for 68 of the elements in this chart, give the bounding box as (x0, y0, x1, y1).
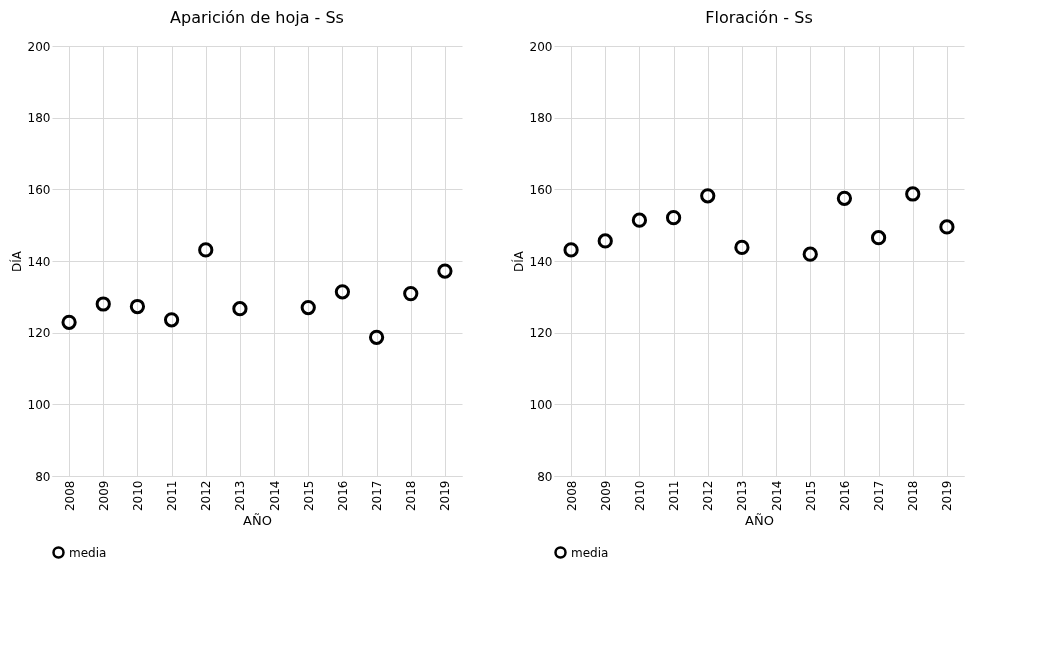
y-tick-label: 120 (27, 326, 51, 341)
point (802, 246, 818, 262)
x-tick-label: 2013 (233, 480, 248, 512)
point (905, 186, 921, 202)
point (597, 233, 613, 249)
y-tick-label: 160 (27, 182, 51, 197)
y-tick-label: 180 (27, 111, 51, 126)
point (368, 329, 385, 345)
x-tick-label: 2013 (735, 480, 750, 512)
x-tick-label: 2015 (301, 480, 316, 512)
x-axis-title: AÑO (745, 513, 774, 529)
x-axis-title: AÑO (243, 513, 272, 529)
x-tick-label: 2017 (370, 480, 385, 512)
x-tick-label: 2011 (667, 480, 682, 512)
x-tick-label: 2019 (940, 480, 955, 512)
point (631, 212, 648, 228)
x-tick-label: 2014 (267, 480, 282, 512)
x-tick-label: 2018 (906, 480, 921, 512)
chart-title: Aparición de hoja - Ss (170, 8, 344, 27)
x-tick-label: 2010 (632, 480, 647, 512)
y-tick-label: 120 (529, 326, 553, 341)
point (700, 188, 716, 204)
x-tick-label: 2012 (701, 480, 716, 512)
x-tick-label: 2018 (404, 480, 419, 512)
point (734, 239, 750, 255)
legend-label: media (69, 545, 107, 560)
x-tick-label: 2019 (438, 480, 453, 512)
y-tick-label: 80 (35, 469, 51, 484)
point (300, 299, 316, 316)
y-axis-title: DÍA (510, 250, 526, 272)
legend-label: media (571, 545, 609, 560)
x-tick-label: 2012 (199, 480, 214, 512)
chart-title: Floración - Ss (705, 8, 813, 27)
y-tick-label: 80 (537, 469, 553, 484)
x-tick-label: 2015 (803, 480, 818, 512)
x-tick-label: 2008 (564, 480, 579, 512)
y-tick-label: 140 (27, 254, 51, 269)
point (403, 286, 419, 302)
x-tick-label: 2016 (335, 480, 350, 512)
x-tick-label: 2010 (130, 480, 145, 512)
point (129, 298, 146, 315)
x-tick-label: 2009 (96, 480, 111, 512)
point (95, 296, 111, 312)
x-tick-label: 2014 (769, 480, 784, 512)
x-tick-label: 2008 (62, 480, 77, 512)
y-tick-label: 200 (27, 39, 51, 54)
point (198, 242, 214, 258)
x-tick-label: 2017 (872, 480, 887, 512)
y-tick-label: 180 (529, 111, 553, 126)
y-tick-label: 100 (27, 397, 51, 412)
point (232, 301, 248, 317)
y-tick-label: 160 (529, 182, 553, 197)
point (665, 210, 682, 226)
x-tick-label: 2011 (165, 480, 180, 512)
y-tick-label: 140 (529, 254, 553, 269)
y-tick-label: 200 (529, 39, 553, 54)
x-tick-label: 2009 (598, 480, 613, 512)
point (437, 263, 453, 279)
point (836, 190, 853, 206)
point (870, 230, 887, 246)
y-axis-title: DÍA (8, 250, 24, 272)
point (563, 242, 579, 258)
point (939, 219, 955, 235)
y-tick-label: 100 (529, 397, 553, 412)
point (334, 284, 351, 300)
point (163, 312, 180, 328)
point (61, 314, 77, 330)
x-tick-label: 2016 (837, 480, 852, 512)
